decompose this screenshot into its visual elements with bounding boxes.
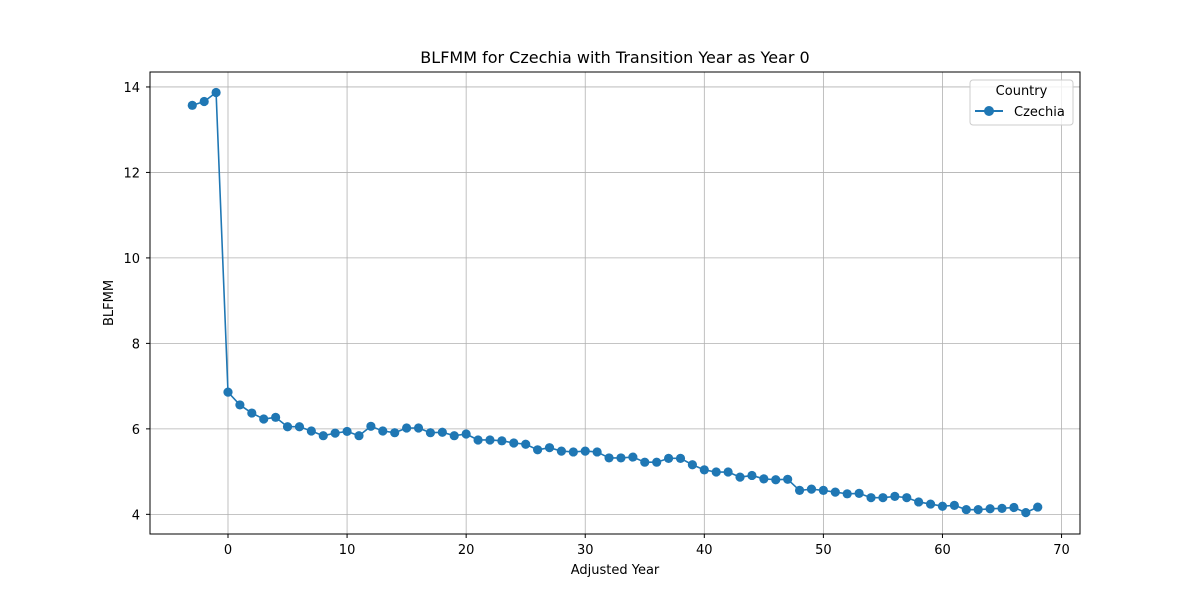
data-point: [1021, 508, 1031, 518]
data-point: [842, 489, 852, 499]
data-point: [771, 475, 781, 485]
data-point: [783, 474, 793, 484]
data-point: [592, 447, 602, 457]
data-point: [282, 422, 293, 432]
data-point: [675, 453, 686, 463]
data-point: [449, 431, 459, 441]
data-point: [604, 453, 614, 463]
data-point: [806, 484, 817, 494]
legend-series-label: Czechia: [1014, 105, 1065, 120]
data-point: [794, 485, 805, 496]
data-point: [187, 100, 197, 110]
data-point: [330, 428, 340, 438]
data-point: [973, 505, 983, 515]
data-point: [818, 485, 828, 496]
data-point: [378, 426, 388, 436]
data-point: [497, 436, 507, 446]
y-tick-label: 14: [123, 81, 140, 96]
y-tick-label: 10: [123, 252, 140, 267]
data-point: [211, 87, 221, 98]
data-point: [366, 421, 376, 431]
x-tick-label: 50: [815, 543, 832, 558]
data-point: [759, 474, 769, 484]
data-point: [961, 505, 971, 515]
x-tick-label: 0: [224, 543, 232, 558]
data-point: [294, 422, 305, 432]
legend: Country Czechia: [969, 79, 1074, 126]
x-tick-label: 20: [458, 543, 475, 558]
data-point: [890, 491, 900, 501]
data-point: [985, 504, 995, 514]
data-point: [521, 439, 531, 449]
data-point: [390, 428, 400, 438]
data-point: [663, 453, 674, 463]
data-point: [247, 408, 257, 418]
data-point: [1033, 502, 1043, 512]
y-axis-label: BLFMM: [102, 280, 117, 326]
data-point: [902, 493, 912, 503]
data-point: [425, 428, 436, 438]
legend-series-marker: [984, 106, 994, 116]
data-point: [556, 446, 567, 456]
data-point: [830, 487, 840, 497]
data-point: [437, 427, 447, 437]
y-tick-label: 8: [132, 337, 140, 352]
data-point: [580, 446, 590, 456]
data-point: [735, 472, 745, 482]
data-point: [616, 453, 626, 463]
data-point: [473, 435, 483, 445]
chart-title: BLFMM for Czechia with Transition Year a…: [420, 48, 809, 67]
data-point: [687, 460, 698, 470]
data-point: [509, 438, 519, 448]
grid-lines: [150, 72, 1080, 534]
data-point: [914, 497, 924, 507]
data-point: [342, 426, 352, 437]
x-axis-label: Adjusted Year: [571, 563, 660, 578]
data-point: [235, 400, 245, 410]
data-point: [402, 423, 412, 433]
x-tick-label: 30: [577, 543, 594, 558]
x-tick-label: 60: [934, 543, 951, 558]
data-point: [723, 467, 733, 477]
legend-title: Country: [996, 84, 1048, 99]
data-point: [271, 412, 281, 422]
data-point: [854, 488, 864, 498]
data-point: [997, 503, 1007, 513]
data-point: [544, 443, 555, 453]
plot-frame: [149, 71, 1081, 535]
y-tick-label: 12: [123, 166, 140, 181]
data-point: [532, 445, 543, 455]
x-tick-label: 40: [696, 543, 713, 558]
data-point: [568, 447, 578, 457]
data-point: [318, 431, 328, 441]
data-point: [747, 470, 757, 481]
data-point: [461, 429, 471, 439]
data-point: [306, 426, 316, 436]
x-tick-label: 70: [1053, 543, 1070, 558]
data-point: [485, 435, 495, 445]
series-layer: [187, 87, 1043, 518]
data-point: [223, 387, 233, 397]
data-point: [949, 500, 959, 510]
data-point: [640, 457, 650, 467]
legend-box: [969, 79, 1074, 126]
data-point: [628, 452, 638, 462]
data-point: [354, 431, 364, 441]
data-point: [937, 501, 948, 511]
data-point: [259, 414, 269, 424]
data-point: [199, 96, 209, 107]
data-point: [866, 493, 876, 503]
data-point: [878, 493, 888, 503]
data-point: [711, 467, 721, 477]
y-tick-label: 4: [132, 508, 140, 523]
axis-ticks: 0 10 20 30 40 50 60 70 4 6 8 10 12 14: [123, 81, 1069, 558]
data-point: [699, 465, 709, 475]
x-tick-label: 10: [339, 543, 356, 558]
data-point: [652, 457, 662, 467]
data-point: [413, 423, 424, 433]
data-point: [925, 499, 936, 509]
y-tick-label: 6: [132, 423, 140, 438]
data-point: [1009, 502, 1019, 513]
